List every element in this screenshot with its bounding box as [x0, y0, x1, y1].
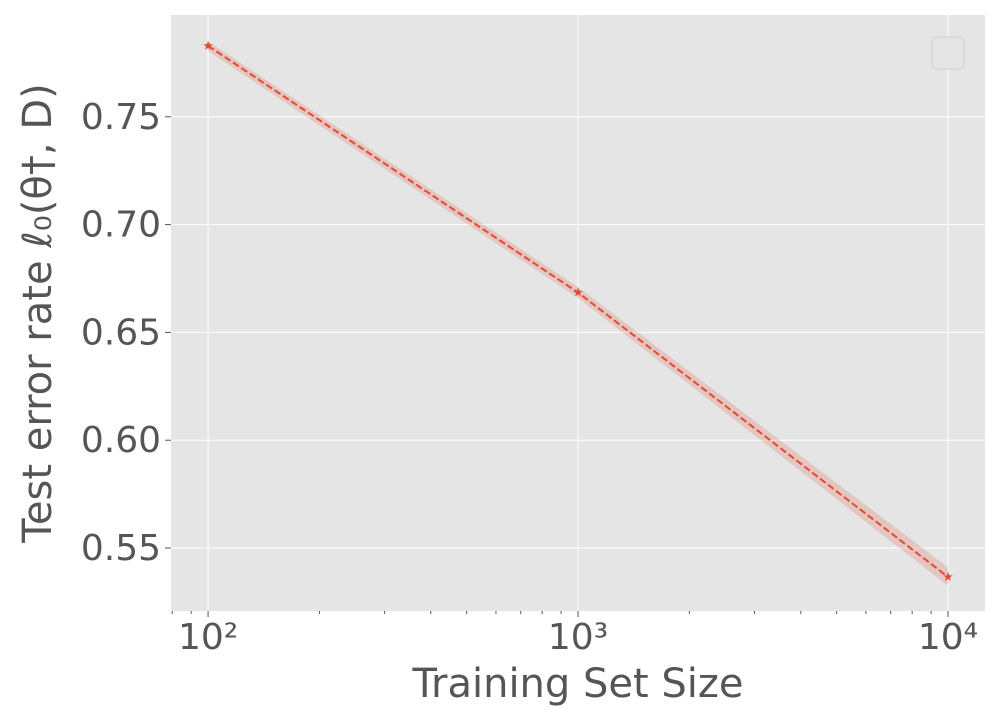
y-tick-label: 0.75 — [81, 97, 161, 138]
y-axis-label: Test error rate ℓ₀(θ†, D) — [15, 83, 61, 543]
grid — [171, 15, 985, 611]
y-tick-label: 0.55 — [81, 528, 161, 569]
point-marker — [573, 287, 583, 297]
point-marker — [943, 571, 953, 581]
y-tick-label: 0.65 — [81, 312, 161, 353]
y-tick-label: 0.60 — [81, 420, 161, 461]
x-axis-label: Training Set Size — [411, 661, 743, 707]
x-tick-label: 10³ — [548, 617, 608, 658]
x-tick-label: 10² — [178, 617, 238, 658]
confidence-band — [208, 41, 949, 586]
point-marker — [203, 40, 213, 50]
marks — [203, 40, 953, 586]
legend-box — [931, 36, 965, 70]
x-tick-label: 10⁴ — [918, 617, 978, 658]
y-tick-label: 0.70 — [81, 205, 161, 246]
